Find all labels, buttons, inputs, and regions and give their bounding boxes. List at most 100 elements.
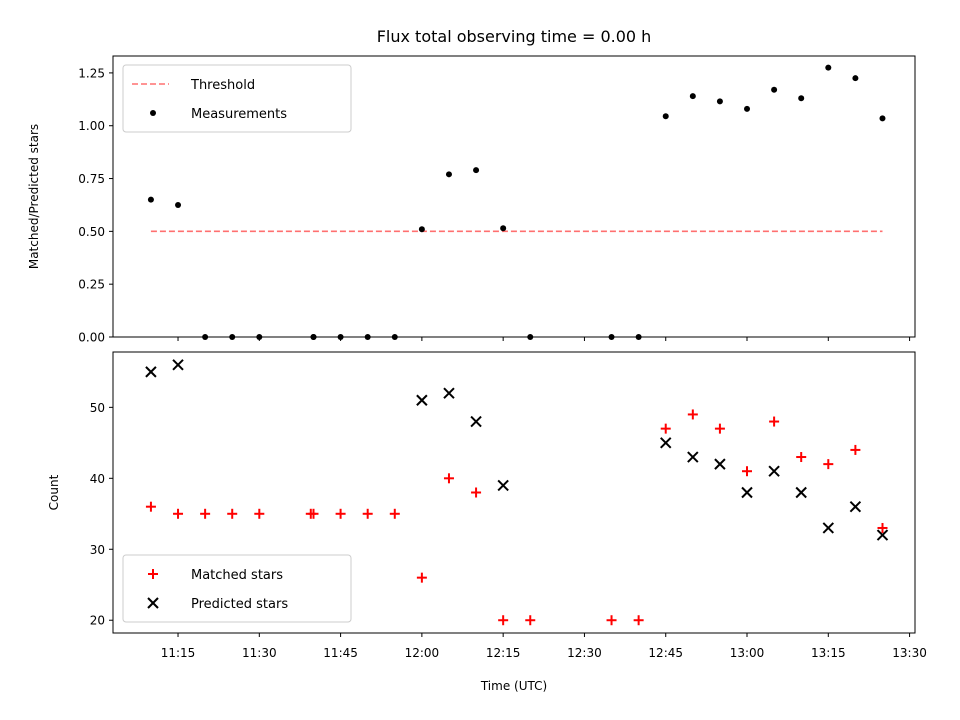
x-tick-label: 13:30 (892, 646, 927, 660)
y-tick-label: 1.00 (78, 119, 105, 133)
measurement-point (418, 226, 425, 233)
legend-box (122, 64, 352, 133)
y-tick-label: 30 (90, 543, 105, 557)
measurement-point (391, 334, 398, 340)
matched-star-point (145, 501, 156, 512)
predicted-star-point (876, 529, 889, 541)
x-stroke (768, 465, 780, 477)
legend-label: Threshold (190, 78, 255, 93)
x-stroke (687, 451, 699, 463)
legend-label: Predicted stars (191, 597, 288, 612)
matched-star-point (335, 508, 346, 519)
x-stroke (660, 437, 672, 449)
x-stroke (741, 486, 753, 499)
x-stroke (795, 486, 807, 499)
matched-star-point (416, 572, 427, 583)
predicted-star-point (145, 366, 157, 378)
matched-star-point (742, 466, 753, 477)
measurement-point (527, 334, 534, 340)
x-tick-label: 12:30 (567, 646, 602, 660)
x-stroke (497, 479, 509, 492)
y-tick-label: 40 (90, 472, 105, 486)
measurement-point (445, 171, 452, 178)
legend-measurements-swatch (150, 110, 156, 116)
matched-star-point (389, 508, 400, 519)
measurement-point (771, 86, 778, 93)
measurement-point (798, 95, 805, 102)
matched-star-point (850, 444, 861, 455)
predicted-star-point (822, 522, 835, 534)
matched-star-point (769, 416, 780, 427)
matched-star-point (877, 522, 888, 533)
measurement-point (175, 201, 182, 208)
predicted-star-point (172, 359, 184, 371)
measurement-point (635, 334, 642, 340)
x-tick-label: 13:15 (811, 646, 846, 660)
y-tick-label: 0.50 (78, 225, 105, 239)
x-tick-label: 12:45 (648, 646, 683, 660)
predicted-star-point (687, 451, 699, 463)
measurement-point (364, 334, 371, 340)
matched-star-point (471, 487, 482, 498)
x-tick-label: 11:15 (161, 646, 196, 660)
x-tick-label: 11:30 (242, 646, 277, 660)
measurement-point (202, 334, 209, 340)
measurement-point (689, 93, 696, 100)
matched-star-point (796, 452, 807, 463)
x-tick-label: 13:00 (730, 646, 765, 660)
measurement-point (500, 225, 507, 232)
measurement-point (473, 167, 480, 174)
x-stroke (849, 500, 862, 513)
y-tick-label: 1.25 (78, 66, 105, 80)
x-stroke (876, 529, 889, 541)
y-tick-label: 20 (90, 614, 105, 628)
predicted-star-point (714, 458, 726, 470)
x-stroke (416, 394, 428, 406)
matched-star-point (200, 508, 211, 519)
measurement-point (825, 64, 832, 71)
matched-star-point (443, 473, 454, 484)
legend-predicted-swatch (147, 597, 159, 609)
ratio-panel: 0.00 0.25 0.50 0.75 1.00 1.25 Matched/Predicte… (27, 55, 916, 345)
legend-label: Matched stars (191, 568, 283, 583)
x-stroke (172, 359, 184, 371)
measurement-point (608, 334, 615, 340)
measurement-point (147, 196, 154, 203)
predicted-star-point (497, 479, 509, 492)
predicted-star-point (470, 415, 482, 428)
x-stroke (443, 387, 455, 399)
matched-star-point (606, 615, 617, 626)
y-tick-label: 0.25 (78, 278, 105, 292)
legend: Threshold Measurements (122, 64, 352, 133)
y-tick-label: 0.00 (78, 331, 105, 345)
chart-title: Flux total observing time = 0.00 h (377, 27, 652, 46)
x-stroke (147, 597, 159, 609)
measurement-point (852, 75, 859, 82)
x-tick-label: 11:45 (323, 646, 358, 660)
measurement-point (310, 334, 317, 340)
legend-box (122, 554, 352, 623)
measurement-point (662, 113, 669, 120)
matched-star-point (498, 615, 509, 626)
predicted-star-point (660, 437, 672, 449)
x-stroke (470, 415, 482, 428)
matched-star-point (525, 615, 536, 626)
matched-star-point (173, 508, 184, 519)
matched-star-point (823, 459, 834, 470)
measurement-point (879, 115, 886, 122)
legend-label: Measurements (191, 107, 287, 122)
matched-star-point (687, 409, 698, 420)
predicted-star-point (795, 486, 807, 499)
measurement-point (716, 98, 723, 105)
matched-star-point (227, 508, 238, 519)
matched-star-point (362, 508, 373, 519)
count-panel: 11:15 11:30 11:45 12:00 12:15 12:30 12:45 13:00… (47, 351, 927, 693)
matched-star-point (714, 423, 725, 434)
plot-frame (112, 351, 916, 634)
x-tick-label: 12:00 (405, 646, 440, 660)
x-tick-label: 12:15 (486, 646, 521, 660)
x-stroke (714, 458, 726, 470)
measurement-point (229, 334, 236, 340)
measurement-point (256, 334, 263, 340)
